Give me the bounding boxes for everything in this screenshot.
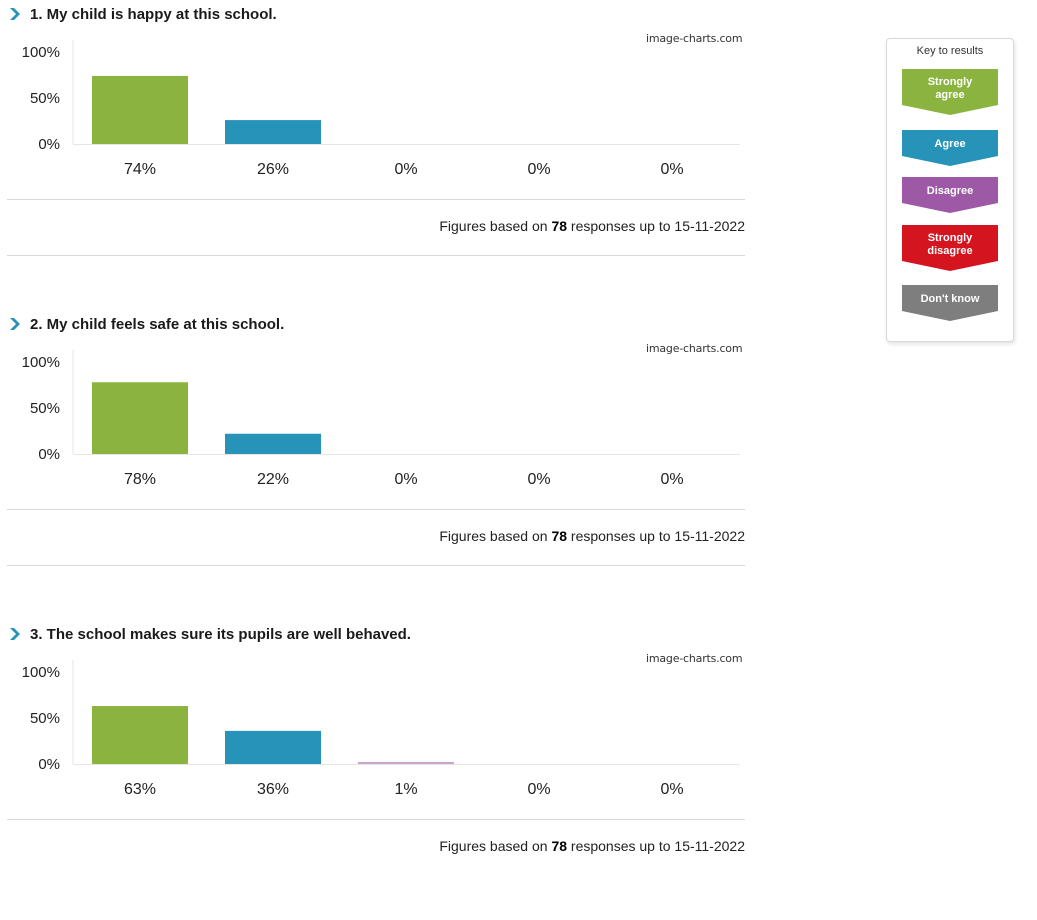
key-swatch-shape — [902, 69, 998, 115]
key-item-label: Disagree — [902, 185, 998, 198]
key-item-label-line: agree — [935, 89, 965, 101]
question-3: 3. The school makes sure its pupils are … — [0, 620, 760, 920]
key-item-strongly-disagree: Strongly disagree — [902, 225, 998, 275]
bar-agree — [225, 120, 321, 144]
image-charts-watermark: image-charts.com — [646, 32, 743, 45]
response-count: 78 — [551, 838, 568, 854]
bar-value-label: 26% — [257, 161, 289, 178]
bar-chart: 100% 50% 0% 78% 22% 0% 0% 0% — [22, 350, 740, 488]
figures-note: Figures based on 78 responses up to 15-1… — [439, 838, 745, 854]
question-title: 1. My child is happy at this school. — [8, 6, 277, 23]
key-swatch — [902, 225, 998, 271]
key-to-results: Key to results Strongly agree Agree Disagre… — [886, 38, 1014, 342]
key-item-label-line: disagree — [927, 245, 973, 257]
y-tick-label: 0% — [38, 136, 60, 153]
question-1: 1. My child is happy at this school. ima… — [0, 0, 760, 300]
bar-agree — [225, 730, 321, 764]
bar-value-label: 36% — [257, 781, 289, 798]
bar-value-label: 0% — [394, 161, 417, 178]
key-swatch-shape — [902, 285, 998, 321]
key-item-label-line: Disagree — [926, 185, 974, 197]
bar-value-label: 0% — [527, 781, 550, 798]
y-tick-label: 50% — [30, 710, 60, 727]
key-swatch — [902, 130, 998, 166]
response-count: 78 — [551, 218, 568, 234]
key-swatch-shape — [902, 225, 998, 271]
question-title: 3. The school makes sure its pupils are … — [8, 626, 411, 643]
key-title: Key to results — [916, 45, 984, 57]
bar-strongly-agree — [92, 382, 188, 454]
bar-value-label: 22% — [257, 471, 289, 488]
bar-value-label: 78% — [124, 471, 156, 488]
key-item-label-line: Don't know — [920, 293, 980, 305]
question-title-text: 2. My child feels safe at this school. — [30, 316, 285, 333]
bar-disagree — [358, 762, 454, 764]
figures-note: Figures based on 78 responses up to 15-1… — [439, 528, 745, 544]
figures-suffix: responses up to 15-11-2022 — [570, 218, 745, 234]
bar-value-label: 0% — [660, 161, 683, 178]
key-item-label-line: Strongly — [927, 232, 973, 244]
figures-suffix: responses up to 15-11-2022 — [570, 838, 745, 854]
y-tick-label: 0% — [38, 446, 60, 463]
question-title-text: 1. My child is happy at this school. — [30, 6, 277, 23]
bar-value-label: 0% — [660, 471, 683, 488]
chevron-right-icon — [10, 318, 20, 330]
key-item-label: Strongly agree — [902, 76, 998, 102]
key-item-disagree: Disagree — [902, 177, 998, 227]
question-title: 2. My child feels safe at this school. — [8, 316, 284, 333]
bar-value-label: 1% — [394, 781, 417, 798]
bar-value-label: 74% — [124, 161, 156, 178]
key-swatch-shape — [902, 177, 998, 213]
figures-note: Figures based on 78 responses up to 15-1… — [439, 218, 745, 234]
key-item-don-t-know: Don't know — [902, 285, 998, 335]
y-tick-label: 100% — [22, 354, 60, 371]
bar-chart: 100% 50% 0% 74% 26% 0% 0% 0% — [22, 40, 740, 178]
divider — [7, 509, 745, 510]
bar-value-label: 0% — [394, 471, 417, 488]
figures-prefix: Figures based on — [439, 528, 548, 544]
key-item-agree: Agree — [902, 130, 998, 180]
y-tick-label: 50% — [30, 400, 60, 417]
bar-value-label: 63% — [124, 781, 156, 798]
key-item-strongly-agree: Strongly agree — [902, 69, 998, 119]
y-tick-label: 0% — [38, 756, 60, 773]
image-charts-watermark: image-charts.com — [646, 652, 743, 665]
bar-value-label: 0% — [660, 781, 683, 798]
chevron-right-icon — [10, 8, 20, 20]
divider — [7, 819, 745, 820]
key-item-label: Don't know — [902, 293, 998, 306]
key-item-label-line: Agree — [934, 138, 966, 150]
bar-strongly-agree — [92, 75, 188, 144]
bar-strongly-agree — [92, 706, 188, 764]
bar-value-label: 0% — [527, 471, 550, 488]
figures-prefix: Figures based on — [439, 218, 548, 234]
image-charts-watermark: image-charts.com — [646, 342, 743, 355]
bar-value-label: 0% — [527, 161, 550, 178]
question-title-text: 3. The school makes sure its pupils are … — [30, 626, 411, 643]
bar-chart: 100% 50% 0% 63% 36% 1% 0% 0% — [22, 660, 740, 798]
key-item-label: Agree — [902, 138, 998, 151]
key-swatch — [902, 177, 998, 213]
key-swatch-shape — [902, 130, 998, 166]
divider — [7, 255, 745, 256]
bar-agree — [225, 433, 321, 454]
figures-suffix: responses up to 15-11-2022 — [570, 528, 745, 544]
key-item-label-line: Strongly — [927, 76, 973, 88]
divider — [7, 199, 745, 200]
y-tick-label: 50% — [30, 90, 60, 107]
key-swatch — [902, 285, 998, 321]
y-tick-label: 100% — [22, 664, 60, 681]
question-2: 2. My child feels safe at this school. i… — [0, 310, 760, 610]
key-item-label: Strongly disagree — [902, 232, 998, 258]
chevron-right-icon — [10, 628, 20, 640]
key-swatch — [902, 69, 998, 115]
response-count: 78 — [551, 528, 568, 544]
y-tick-label: 100% — [22, 44, 60, 61]
divider — [7, 565, 745, 566]
figures-prefix: Figures based on — [439, 838, 548, 854]
